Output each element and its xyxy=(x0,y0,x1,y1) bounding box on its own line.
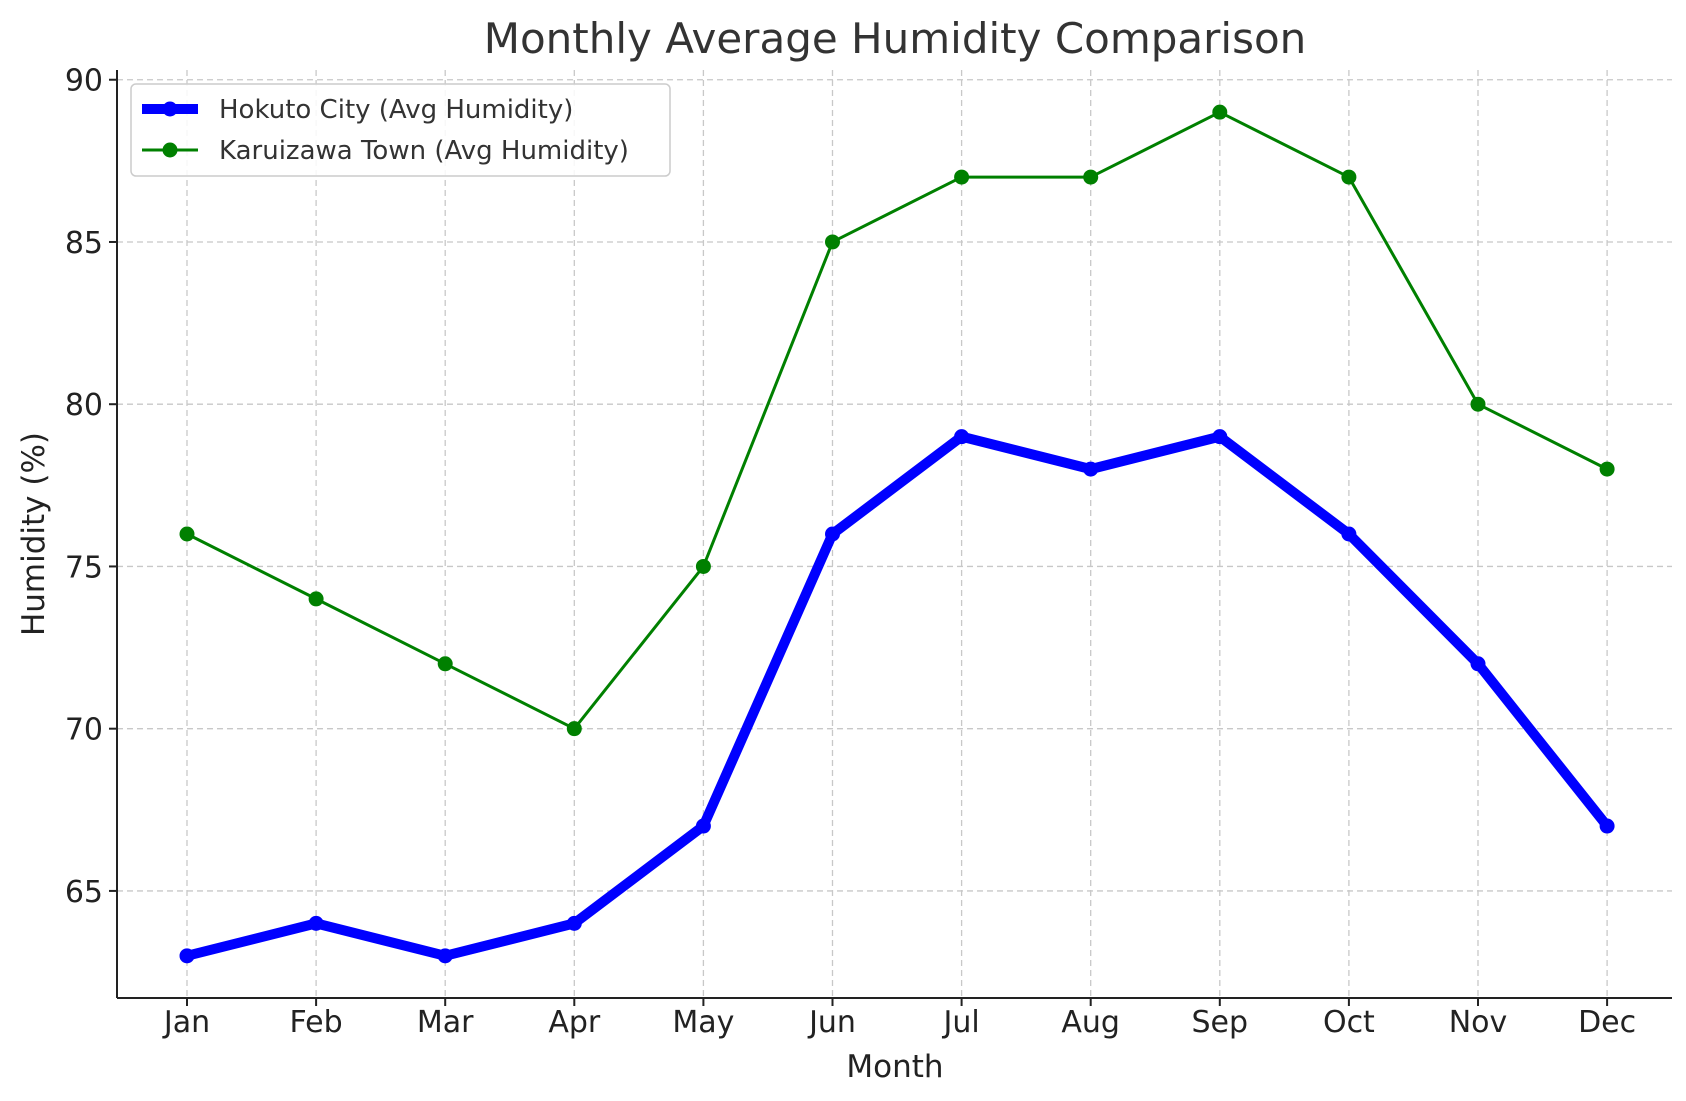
data-point xyxy=(1470,396,1486,412)
data-point xyxy=(437,656,453,672)
legend-label: Hokuto City (Avg Humidity) xyxy=(219,95,573,125)
legend: Hokuto City (Avg Humidity) Karuizawa Town… xyxy=(130,83,671,177)
legend-swatch-marker xyxy=(162,142,178,158)
data-point xyxy=(308,915,324,931)
y-axis-label: Humidity (%) xyxy=(16,432,52,636)
legend-label: Karuizawa Town (Avg Humidity) xyxy=(219,136,629,166)
y-tick-label: 80 xyxy=(65,388,103,423)
data-point xyxy=(179,948,195,964)
legend-entries: Hokuto City (Avg Humidity) Karuizawa Town… xyxy=(142,95,629,166)
y-tick-label: 85 xyxy=(65,226,103,261)
x-tick-label: Jun xyxy=(807,1005,856,1040)
x-tick-label: Dec xyxy=(1578,1005,1636,1040)
axes xyxy=(116,70,1672,999)
data-point xyxy=(566,915,582,931)
x-tick-label: Apr xyxy=(548,1005,601,1040)
data-point xyxy=(1599,818,1615,834)
y-tick-label: 75 xyxy=(65,550,103,585)
data-point xyxy=(954,169,970,185)
x-tick-label: Sep xyxy=(1192,1005,1249,1040)
data-point xyxy=(695,558,711,574)
y-ticks: 65 70 75 80 85 90 xyxy=(65,64,117,910)
data-point xyxy=(1212,104,1228,120)
data-point xyxy=(825,526,840,542)
data-point xyxy=(437,948,453,964)
data-point xyxy=(308,591,324,607)
data-point xyxy=(1083,461,1099,477)
x-tick-label: Jan xyxy=(162,1005,210,1040)
data-point xyxy=(1083,169,1099,185)
series-1 xyxy=(179,429,1615,964)
data-point xyxy=(1341,169,1357,185)
x-tick-label: Jul xyxy=(941,1005,979,1040)
data-point xyxy=(1599,461,1615,477)
series-2 xyxy=(179,104,1615,737)
data-point xyxy=(179,526,195,542)
legend-box xyxy=(130,83,671,177)
series-line xyxy=(185,110,1609,731)
y-tick-label: 70 xyxy=(65,713,103,748)
x-tick-label: Mar xyxy=(417,1005,474,1040)
legend-entry: Karuizawa Town (Avg Humidity) xyxy=(142,136,629,166)
x-tick-label: Aug xyxy=(1061,1005,1120,1040)
series-line xyxy=(182,431,1613,961)
y-tick-label: 90 xyxy=(65,64,103,99)
x-ticks: Jan Feb Mar Apr May Jun Jul Aug Sep Oct Nov Dec xyxy=(162,998,1636,1040)
data-point xyxy=(825,234,840,250)
legend-swatch-marker xyxy=(162,101,178,117)
data-point xyxy=(1212,429,1228,445)
series-layer xyxy=(179,104,1615,964)
data-point xyxy=(695,818,711,834)
x-tick-label: Oct xyxy=(1323,1005,1375,1040)
y-tick-label: 65 xyxy=(65,875,103,910)
x-tick-label: Nov xyxy=(1449,1005,1508,1040)
data-point xyxy=(1341,526,1357,542)
data-point xyxy=(566,721,582,737)
chart-title: Monthly Average Humidity Comparison xyxy=(484,14,1307,63)
data-point xyxy=(954,429,970,445)
x-tick-label: May xyxy=(672,1005,734,1040)
legend-entry: Hokuto City (Avg Humidity) xyxy=(142,95,573,125)
x-axis-label: Month xyxy=(846,1049,943,1085)
data-point xyxy=(1470,656,1486,672)
x-tick-label: Feb xyxy=(290,1005,343,1040)
